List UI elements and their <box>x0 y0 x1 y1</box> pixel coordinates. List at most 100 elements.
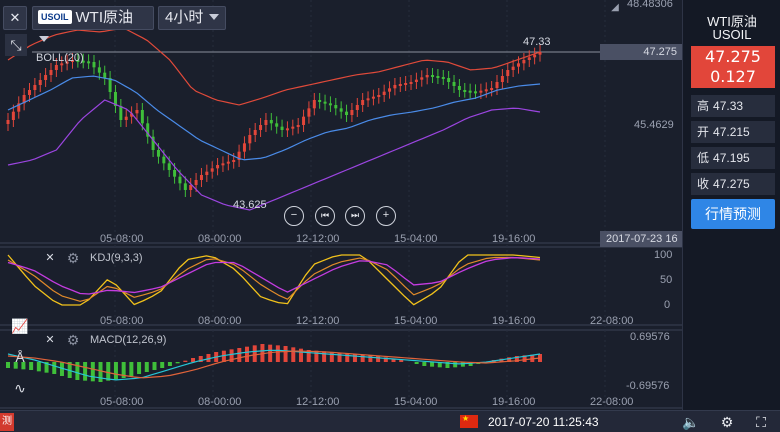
macd-bar <box>29 362 34 370</box>
close-kdj-icon[interactable]: ✕ <box>45 252 55 264</box>
kdj-x-tick-4: 19-16:00 <box>492 315 536 327</box>
candle-body <box>355 105 359 110</box>
candle-body <box>146 123 150 137</box>
candle-body <box>474 91 478 94</box>
candle-body <box>479 90 483 93</box>
candle-body <box>167 163 171 170</box>
candle-body <box>382 91 386 95</box>
timeframe-selector[interactable]: 4小时 <box>158 6 226 30</box>
candle-body <box>517 63 521 67</box>
candle-body <box>323 101 327 104</box>
settings-gear-icon[interactable]: ⚙ <box>720 414 734 430</box>
close-macd-icon[interactable]: ✕ <box>45 334 55 346</box>
expand-icon[interactable]: ⤡ <box>5 34 27 56</box>
macd-bar <box>21 362 26 370</box>
macd-bar <box>437 362 442 368</box>
china-flag-icon: ★ <box>460 415 478 428</box>
macd-bar <box>44 362 49 373</box>
price-axis-top: 48.48306 <box>627 0 673 10</box>
candle-body <box>468 90 472 93</box>
macd-bar <box>360 354 365 362</box>
gear-icon[interactable]: ⚙ <box>66 332 80 348</box>
macd-bar <box>514 356 519 362</box>
macd-dea-line <box>7 350 541 379</box>
candle-body <box>328 103 332 106</box>
settings-menu-icon[interactable]: ◢ <box>611 2 619 13</box>
candle-body <box>33 85 37 90</box>
candle-body <box>248 135 252 144</box>
chart-area[interactable]: ✕ USOIL WTI原油 4小时 ⤡ ◢ BOLL(20) 48.48306 4… <box>0 0 682 410</box>
chart-type-icon[interactable]: 📈 <box>11 318 29 334</box>
candle-body <box>194 180 198 185</box>
macd-bar <box>106 362 111 381</box>
macd-bar <box>237 348 242 362</box>
symbol-name: WTI原油 <box>75 9 134 26</box>
zoom-out-button[interactable]: − <box>284 206 304 226</box>
macd-bar <box>275 345 280 362</box>
candle-body <box>130 113 134 117</box>
fullscreen-icon[interactable]: ⛶ <box>756 414 766 430</box>
close-chart-button[interactable]: ✕ <box>3 6 27 30</box>
macd-bar <box>391 358 396 362</box>
kdj-x-tick-1: 08-00:00 <box>198 315 242 327</box>
candle-body <box>318 100 322 102</box>
chevron-down-icon <box>39 36 49 42</box>
candle-body <box>173 170 177 177</box>
chart-bg <box>0 0 682 410</box>
candle-body <box>334 105 338 109</box>
symbol-selector[interactable]: USOIL WTI原油 <box>32 6 154 42</box>
candle-body <box>27 90 31 95</box>
candle-body <box>162 156 166 164</box>
macd-bar <box>291 347 296 362</box>
macd-bar <box>6 362 10 368</box>
instrument-name: WTI原油 <box>707 14 757 29</box>
price-box: 47.275 0.127 <box>691 46 775 88</box>
indicator-icon[interactable]: ∿ <box>14 380 26 396</box>
jump-first-button[interactable]: ⏮ <box>315 206 335 226</box>
zoom-in-button[interactable]: + <box>376 206 396 226</box>
kdj-axis-50: 50 <box>660 274 673 286</box>
candle-body <box>361 100 365 105</box>
last-price: 47.275 <box>705 47 761 66</box>
macd-x-tick-5: 22-08:00 <box>590 396 634 408</box>
low-marker: 43.625 <box>233 199 267 211</box>
candle-body <box>49 70 53 75</box>
candle-body <box>500 76 504 82</box>
candle-body <box>436 76 440 78</box>
macd-bar <box>229 349 234 362</box>
macd-bar <box>175 362 180 364</box>
jump-last-button[interactable]: ⏭ <box>345 206 365 226</box>
macd-bar <box>329 352 334 362</box>
candle-body <box>76 60 80 62</box>
candle-body <box>210 168 214 172</box>
open-label: 开 <box>697 125 710 139</box>
macd-bar <box>460 362 465 367</box>
drawing-tool-icon[interactable]: Å <box>15 349 25 365</box>
gear-icon[interactable]: ⚙ <box>66 250 80 266</box>
candle-body <box>81 60 85 63</box>
candle-body <box>269 120 273 124</box>
macd-bar <box>283 346 288 362</box>
candle-body <box>409 82 413 84</box>
macd-bar <box>129 362 134 376</box>
candle-body <box>484 89 488 92</box>
mute-icon[interactable]: 🔈 <box>682 414 700 430</box>
macd-bar <box>322 351 327 362</box>
kdj-k-line <box>7 256 541 302</box>
side-tab[interactable]: 测 <box>0 413 14 431</box>
macd-bar <box>198 356 203 362</box>
candle-body <box>54 65 58 70</box>
macd-bar <box>268 344 273 362</box>
low-label: 低 <box>697 151 710 165</box>
candle-body <box>108 78 112 92</box>
macd-bar <box>345 353 350 362</box>
chart-canvas[interactable] <box>0 0 682 410</box>
high-label: 高 <box>697 99 710 113</box>
x-tick-4: 19-16:00 <box>492 233 536 245</box>
forecast-button[interactable]: 行情预测 <box>691 199 775 229</box>
high-marker: 47.33 <box>523 36 551 48</box>
candle-body <box>393 85 397 89</box>
candle-body <box>6 120 10 124</box>
candle-body <box>65 61 69 64</box>
macd-bar <box>337 352 342 362</box>
